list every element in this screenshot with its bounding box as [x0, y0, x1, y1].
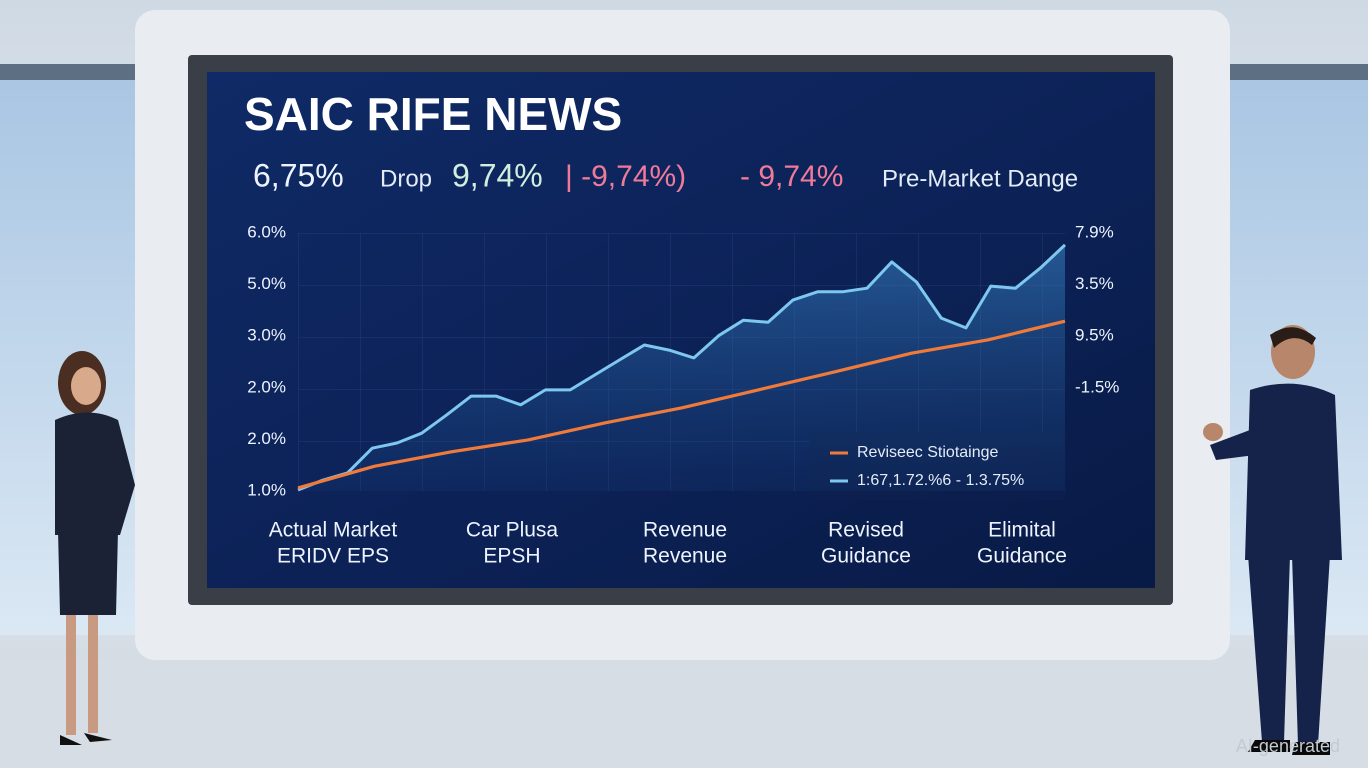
legend-label: Reviseec Stiotainge [857, 444, 999, 461]
y2-tick-label: 7.9% [1075, 222, 1114, 241]
woman [55, 351, 135, 745]
x-tick-label: Guidance [821, 545, 911, 568]
watermark: AI-generated [1236, 736, 1340, 756]
x-tick-label: Car Plusa [466, 519, 559, 542]
legend-label: 1:67,1.72.%6 - 1.3.75% [857, 472, 1024, 489]
line [297, 243, 1067, 492]
headline-part: 9,74% [452, 157, 543, 193]
y2-tick-label: 9.5% [1075, 326, 1114, 345]
headline-part: Pre-Market Dange [882, 165, 1078, 192]
y-tick-label: 1.0% [247, 480, 286, 499]
headline-part: 6,75% [253, 157, 344, 193]
headline-part: - 9,74% [740, 160, 843, 193]
chart-title: SAIC RIFE NEWS [244, 88, 622, 140]
line [297, 319, 1066, 490]
headline-part: | -9,74%) [565, 160, 686, 193]
y-tick-label: 3.0% [247, 326, 286, 345]
x-tick-label: Guidance [977, 545, 1067, 568]
y2-tick-label: -1.5% [1075, 377, 1119, 396]
x-tick-label: EPSH [483, 545, 540, 568]
x-tick-label: Elimital [988, 519, 1056, 542]
y-tick-label: 5.0% [247, 274, 286, 293]
x-tick-label: Revised [828, 519, 904, 542]
man [1203, 325, 1342, 755]
x-tick-label: Revenue [643, 545, 727, 568]
floor [0, 660, 1368, 768]
x-tick-label: ERIDV EPS [277, 545, 389, 568]
x-tick-label: Revenue [643, 519, 727, 542]
y-tick-label: 2.0% [247, 377, 286, 396]
headline: 6,75% Drop 9,74% | -9,74%) - 9,74% Pre-M… [253, 157, 1078, 193]
y-tick-label: 6.0% [247, 222, 286, 241]
x-tick-label: Actual Market [269, 519, 398, 542]
y2-tick-label: 3.5% [1075, 274, 1114, 293]
area [298, 244, 1065, 491]
y-tick-label: 2.0% [247, 429, 286, 448]
headline-part: Drop [380, 165, 432, 192]
